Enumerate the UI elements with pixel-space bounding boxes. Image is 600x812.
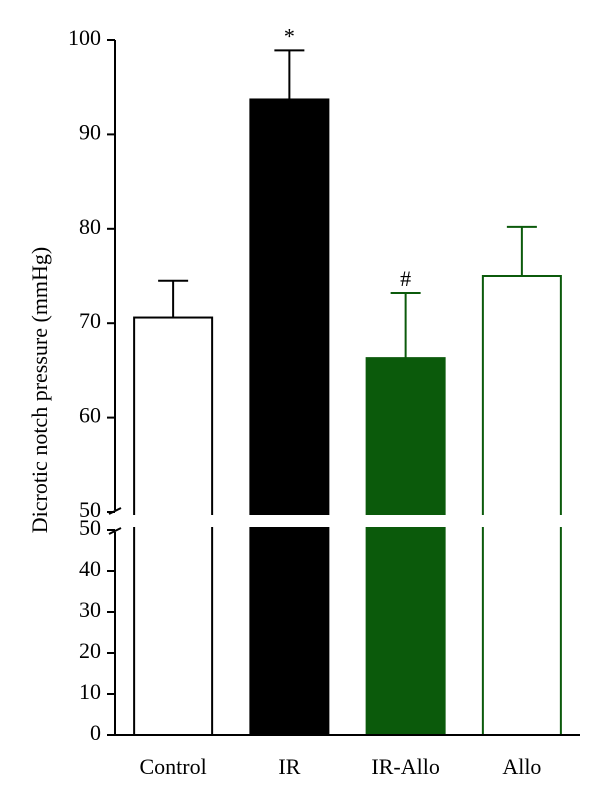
y-tick-label: 50 bbox=[79, 515, 101, 540]
y-tick-label: 20 bbox=[79, 638, 101, 663]
bar bbox=[249, 98, 330, 737]
y-tick-label: 50 bbox=[79, 497, 101, 522]
y-tick-label: 10 bbox=[79, 679, 101, 704]
annotation: * bbox=[284, 23, 295, 48]
annotation: # bbox=[400, 266, 411, 291]
bar bbox=[365, 357, 446, 736]
y-axis-label: Dicrotic notch pressure (mmHg) bbox=[27, 247, 52, 534]
bar bbox=[481, 275, 562, 736]
x-tick-label: Allo bbox=[502, 754, 541, 779]
y-tick-label: 30 bbox=[79, 597, 101, 622]
axis-break-gap bbox=[100, 515, 580, 527]
y-tick-label: 60 bbox=[79, 403, 101, 428]
y-tick-label: 0 bbox=[90, 720, 101, 745]
x-tick-label: IR-Allo bbox=[371, 754, 439, 779]
x-tick-label: IR bbox=[278, 754, 300, 779]
y-tick-label: 100 bbox=[68, 25, 101, 50]
y-tick-label: 80 bbox=[79, 214, 101, 239]
y-tick-label: 70 bbox=[79, 308, 101, 333]
y-tick-label: 40 bbox=[79, 556, 101, 581]
y-tick-label: 90 bbox=[79, 119, 101, 144]
x-tick-label: Control bbox=[140, 754, 207, 779]
